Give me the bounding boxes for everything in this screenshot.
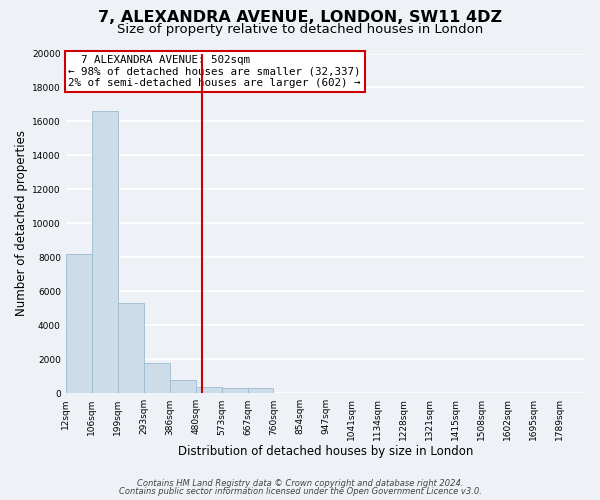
Bar xyxy=(221,388,248,394)
Y-axis label: Number of detached properties: Number of detached properties xyxy=(15,130,28,316)
Bar xyxy=(196,388,221,394)
Bar xyxy=(118,304,144,394)
Text: Contains public sector information licensed under the Open Government Licence v3: Contains public sector information licen… xyxy=(119,488,481,496)
Bar xyxy=(248,388,274,394)
Text: Size of property relative to detached houses in London: Size of property relative to detached ho… xyxy=(117,22,483,36)
X-axis label: Distribution of detached houses by size in London: Distribution of detached houses by size … xyxy=(178,444,473,458)
Text: 7, ALEXANDRA AVENUE, LONDON, SW11 4DZ: 7, ALEXANDRA AVENUE, LONDON, SW11 4DZ xyxy=(98,10,502,25)
Bar xyxy=(170,380,196,394)
Bar xyxy=(144,363,170,394)
Bar xyxy=(66,254,92,394)
Bar xyxy=(92,112,118,394)
Text: 7 ALEXANDRA AVENUE: 502sqm  
← 98% of detached houses are smaller (32,337)
2% of: 7 ALEXANDRA AVENUE: 502sqm ← 98% of deta… xyxy=(68,55,361,88)
Text: Contains HM Land Registry data © Crown copyright and database right 2024.: Contains HM Land Registry data © Crown c… xyxy=(137,478,463,488)
